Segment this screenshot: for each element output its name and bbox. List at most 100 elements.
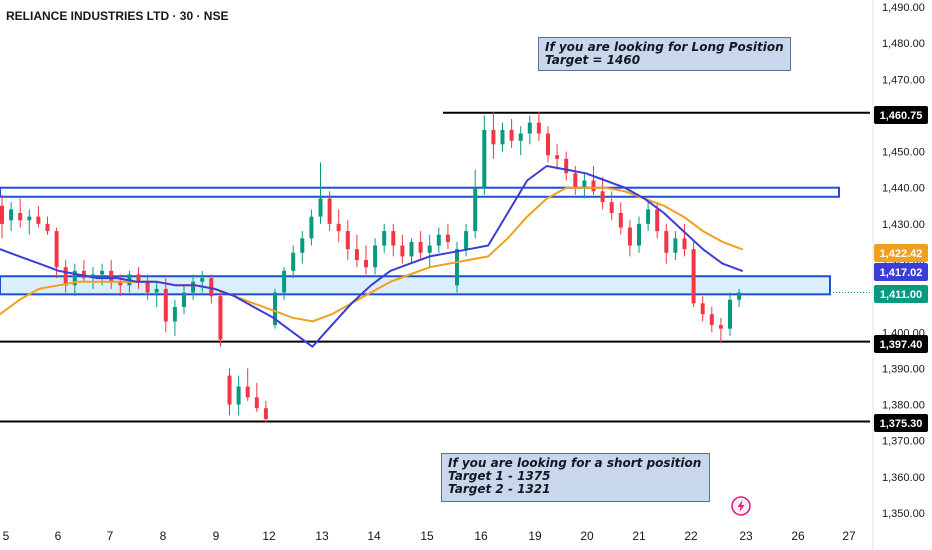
candle (427, 234, 432, 268)
candle (336, 209, 341, 242)
candle-body (527, 122, 532, 134)
y-tick-label: 1,360.00 (882, 472, 925, 484)
candle-body (54, 231, 59, 268)
candle (409, 238, 414, 264)
candle-body (200, 278, 205, 282)
candle (345, 220, 350, 260)
candle-body (546, 133, 550, 156)
x-tick-label: 20 (580, 529, 594, 543)
candle (300, 231, 305, 264)
price-badge-label: 1,375.30 (880, 418, 923, 430)
short-note-line-2: Target 1 - 1375 (448, 469, 551, 483)
candle (309, 209, 314, 246)
x-tick-label: 8 (160, 529, 167, 543)
candle-body (172, 306, 177, 322)
candle (254, 382, 259, 412)
long-position-note: If you are looking for Long Position Tar… (538, 37, 791, 71)
candle (582, 173, 587, 199)
price-badge: 1,397.40 (874, 335, 928, 353)
candle (546, 126, 550, 163)
candle (445, 223, 450, 250)
candle (72, 263, 77, 297)
candle-body (245, 386, 250, 398)
price-badge-label: 1,422.42 (880, 248, 923, 260)
candle (473, 169, 478, 239)
candle-body (582, 180, 587, 188)
y-tick-label: 1,440.00 (882, 183, 925, 195)
y-tick-label: 1,470.00 (882, 74, 925, 86)
candle-body (218, 296, 223, 340)
candle (36, 205, 41, 228)
candle-body (418, 241, 423, 253)
supply-demand-zone (0, 275, 831, 296)
candle (618, 202, 623, 235)
candle (354, 234, 359, 268)
candle (646, 202, 651, 232)
price-badge: 1,422.42 (874, 244, 928, 262)
candle-body (345, 231, 350, 250)
candle-body (464, 231, 469, 250)
candle (18, 198, 23, 228)
candle-body (27, 216, 32, 221)
candle (27, 209, 32, 235)
price-badge-bg (874, 106, 928, 124)
candle-body (254, 397, 259, 409)
candle-body (227, 375, 232, 405)
x-tick-label: 19 (528, 529, 542, 543)
candle-body (664, 231, 669, 253)
candle (227, 368, 232, 416)
y-tick-label: 1,450.00 (882, 147, 925, 159)
y-tick-label: 1,380.00 (882, 400, 925, 412)
candle (718, 317, 723, 344)
short-note-line-1: If you are looking for a short position (448, 456, 702, 470)
candle (291, 245, 296, 279)
y-tick-label: 1,480.00 (882, 38, 925, 50)
y-tick-label: 1,490.00 (882, 2, 925, 14)
candle (555, 144, 560, 170)
candle-body (263, 408, 268, 420)
candle-body (718, 325, 723, 329)
candle-body (273, 292, 277, 326)
candle (709, 306, 714, 333)
candle-body (536, 122, 541, 134)
price-badge-bg (874, 263, 928, 281)
ema-fast-line (0, 165, 743, 348)
candle (500, 122, 505, 152)
candle-body (327, 198, 332, 224)
candle-body (209, 278, 214, 297)
candle (282, 267, 287, 300)
candle (728, 292, 732, 336)
candle (154, 281, 159, 307)
price-badge-label: 1,411.00 (880, 289, 922, 301)
candle-body (473, 187, 478, 232)
candle-body (646, 209, 651, 224)
candle (382, 223, 387, 253)
x-tick-label: 7 (107, 529, 114, 543)
candle (163, 278, 168, 333)
candle (509, 119, 514, 148)
candle-body (637, 223, 641, 246)
candle-body (591, 180, 596, 192)
candle (45, 216, 50, 235)
candle-body (9, 209, 14, 221)
candle (391, 223, 396, 257)
chart-title: RELIANCE INDUSTRIES LTD · 30 · NSE (6, 9, 229, 23)
candle (245, 368, 250, 401)
candle (737, 288, 742, 307)
candle-body (36, 216, 41, 224)
candle-body (81, 270, 86, 279)
candle-body (518, 133, 523, 141)
candle-body (627, 227, 632, 246)
candle-body (600, 191, 605, 203)
candle-body (154, 288, 159, 293)
price-badge-label: 1,417.02 (880, 267, 923, 279)
candle (609, 191, 614, 221)
candle-body (182, 292, 186, 307)
candle-body (673, 238, 678, 253)
candle (455, 241, 459, 293)
x-tick-label: 14 (367, 529, 381, 543)
bolt-icon[interactable] (731, 496, 751, 516)
candle (564, 151, 569, 181)
price-badge-bg (874, 335, 928, 353)
